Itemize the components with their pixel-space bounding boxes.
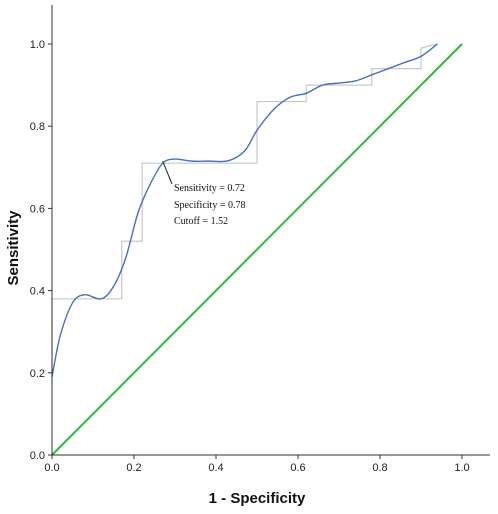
x-tick-label: 0.8 <box>372 462 387 474</box>
annotation-leader-line <box>162 160 173 185</box>
smooth-layer <box>51 43 438 378</box>
y-axis-title: Sensitivity <box>5 210 22 286</box>
annotation-cutoff: Cutoff = 1.52 <box>174 216 228 227</box>
x-tick-label: 0.0 <box>44 462 59 474</box>
y-ticks: 0.0 0.2 0.4 0.6 0.8 1.0 <box>30 39 52 462</box>
plot-area <box>52 5 490 455</box>
x-tick-label: 0.2 <box>126 462 141 474</box>
step-layer <box>51 43 438 377</box>
reference-layer <box>51 43 463 456</box>
reference-diagonal-line <box>51 43 463 456</box>
roc-step-line <box>51 43 438 377</box>
y-tick-label: 0.6 <box>30 203 45 215</box>
annotation-sensitivity: Sensitivity = 0.72 <box>174 183 245 194</box>
y-tick-label: 1.0 <box>30 39 45 51</box>
roc-smooth-curve <box>51 43 438 378</box>
x-tick-label: 0.6 <box>290 462 305 474</box>
y-tick-label: 0.0 <box>30 450 45 462</box>
x-tick-label: 0.4 <box>208 462 223 474</box>
cutoff-annotation: Sensitivity = 0.72 Specificity = 0.78 Cu… <box>162 160 245 227</box>
annotation-specificity: Specificity = 0.78 <box>174 200 245 211</box>
y-tick-label: 0.4 <box>30 286 45 298</box>
x-axis-title: 1 - Specificity <box>209 490 306 507</box>
y-tick-label: 0.2 <box>30 368 45 380</box>
x-ticks: 0.0 0.2 0.4 0.6 0.8 1.0 <box>44 455 470 474</box>
x-tick-label: 1.0 <box>454 462 469 474</box>
y-tick-label: 0.8 <box>30 121 45 133</box>
